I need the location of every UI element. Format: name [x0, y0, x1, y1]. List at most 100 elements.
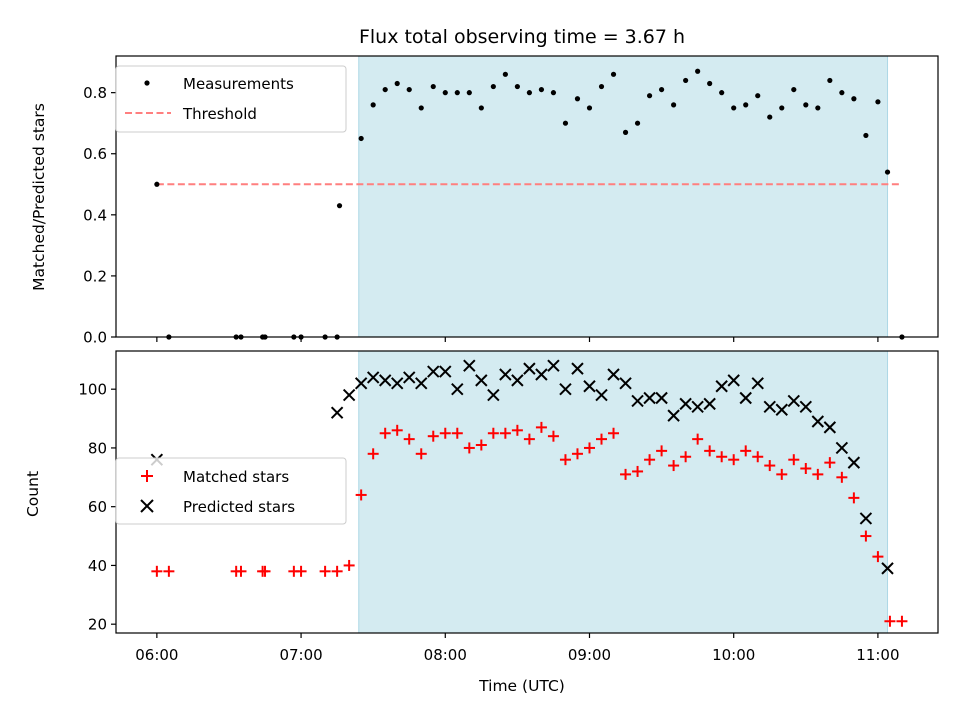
matched-star-point — [776, 468, 788, 480]
predicted-star-point — [655, 391, 668, 405]
predicted-star-point — [607, 368, 620, 381]
predicted-star-point — [439, 365, 452, 378]
matched-star-point — [632, 465, 644, 477]
measurement-point — [815, 105, 821, 111]
predicted-star-point — [739, 391, 752, 405]
predicted-star-point — [487, 388, 500, 402]
predicted-star-point — [847, 456, 861, 469]
predicted-star-point — [691, 400, 704, 414]
measurement-point — [707, 80, 713, 87]
predicted-star-point — [511, 374, 524, 387]
top-y-tick-label: 0.8 — [83, 84, 107, 102]
matched-star-point — [692, 433, 704, 445]
legend-marker-predicted — [140, 499, 154, 513]
matched-star-point — [511, 424, 523, 436]
x-tick-label: 10:00 — [712, 646, 755, 664]
legend-marker-measurements — [144, 80, 150, 86]
matched-star-point — [415, 448, 427, 460]
predicted-star-point — [763, 400, 776, 414]
legend-label-matched: Matched stars — [183, 468, 289, 486]
measurement-point — [574, 96, 581, 102]
measurement-point — [478, 105, 484, 111]
predicted-star-point — [451, 382, 464, 396]
matched-star-point — [523, 433, 535, 445]
matched-star-point — [547, 430, 559, 442]
measurement-point — [719, 90, 725, 96]
bottom-y-tick-label: 20 — [88, 616, 107, 634]
predicted-star-point — [463, 359, 476, 372]
predicted-star-point — [583, 380, 596, 393]
predicted-star-point — [354, 377, 368, 390]
matched-star-point — [163, 565, 175, 577]
matched-star-point — [728, 454, 740, 466]
measurement-point — [695, 68, 701, 74]
measurement-point — [863, 132, 869, 139]
predicted-star-point — [415, 377, 428, 390]
predicted-star-point — [427, 365, 440, 378]
matched-star-point — [463, 442, 475, 454]
matched-star-point — [800, 463, 812, 474]
top-y-axis-label: Matched/Predicted stars — [30, 103, 48, 291]
top-y-tick-label: 0.2 — [83, 267, 107, 285]
matched-star-point — [620, 468, 632, 480]
predicted-star-point — [378, 374, 392, 387]
predicted-star-point — [571, 362, 584, 375]
measurement-point — [827, 77, 833, 84]
bottom-shaded-region — [358, 350, 889, 634]
matched-star-point — [716, 451, 728, 463]
top-y-tick-label: 0.4 — [83, 206, 107, 224]
measurement-point — [442, 90, 448, 96]
matched-star-point — [764, 460, 776, 472]
x-tick-label: 11:00 — [856, 646, 899, 664]
bottom-legend: Matched stars Predicted stars — [115, 457, 347, 525]
predicted-star-point — [881, 562, 894, 575]
bottom-y-tick-label: 80 — [88, 439, 107, 457]
predicted-star-point — [499, 368, 512, 381]
x-tick-label: 06:00 — [135, 646, 178, 664]
measurement-point — [538, 86, 545, 93]
matched-star-point — [439, 427, 451, 439]
matched-star-point — [752, 451, 764, 463]
predicted-star-point — [775, 403, 788, 416]
matched-star-point — [680, 451, 692, 463]
predicted-star-point — [403, 371, 416, 384]
matched-star-point — [848, 492, 860, 504]
top-y-tick-label: 0.0 — [83, 329, 107, 347]
x-tick-label: 07:00 — [279, 646, 322, 664]
matched-star-point — [824, 457, 836, 469]
measurement-point — [562, 120, 569, 126]
predicted-star-point — [366, 371, 380, 384]
measurement-point — [358, 135, 364, 142]
measurement-point — [622, 129, 629, 135]
measurement-point — [418, 105, 424, 111]
matched-star-point — [872, 551, 884, 563]
matched-star-point — [259, 565, 271, 577]
measurement-point — [406, 86, 412, 93]
measurement-point — [779, 105, 785, 111]
matched-star-point — [884, 615, 896, 627]
x-tick-label: 09:00 — [568, 646, 611, 664]
predicted-star-point — [859, 512, 873, 525]
measurement-point — [382, 86, 388, 93]
predicted-star-point — [475, 374, 488, 387]
matched-star-point — [668, 460, 680, 472]
measurement-point — [851, 96, 857, 102]
measurement-point — [731, 105, 737, 111]
x-axis-label: Time (UTC) — [478, 677, 565, 695]
predicted-star-point — [811, 415, 825, 428]
legend-label-threshold: Threshold — [182, 105, 257, 123]
matched-star-point — [319, 565, 331, 577]
matched-star-point — [487, 427, 499, 439]
matched-star-point — [644, 454, 656, 466]
measurement-point — [454, 90, 460, 96]
predicted-star-point — [559, 382, 572, 396]
measurement-point — [755, 93, 761, 99]
measurement-point — [466, 90, 472, 96]
measurement-point — [634, 120, 641, 126]
predicted-star-point — [523, 362, 536, 375]
matched-star-point — [295, 565, 307, 577]
measurements-series — [154, 68, 905, 340]
measurement-point — [646, 93, 653, 99]
predicted-star-point — [619, 377, 632, 390]
